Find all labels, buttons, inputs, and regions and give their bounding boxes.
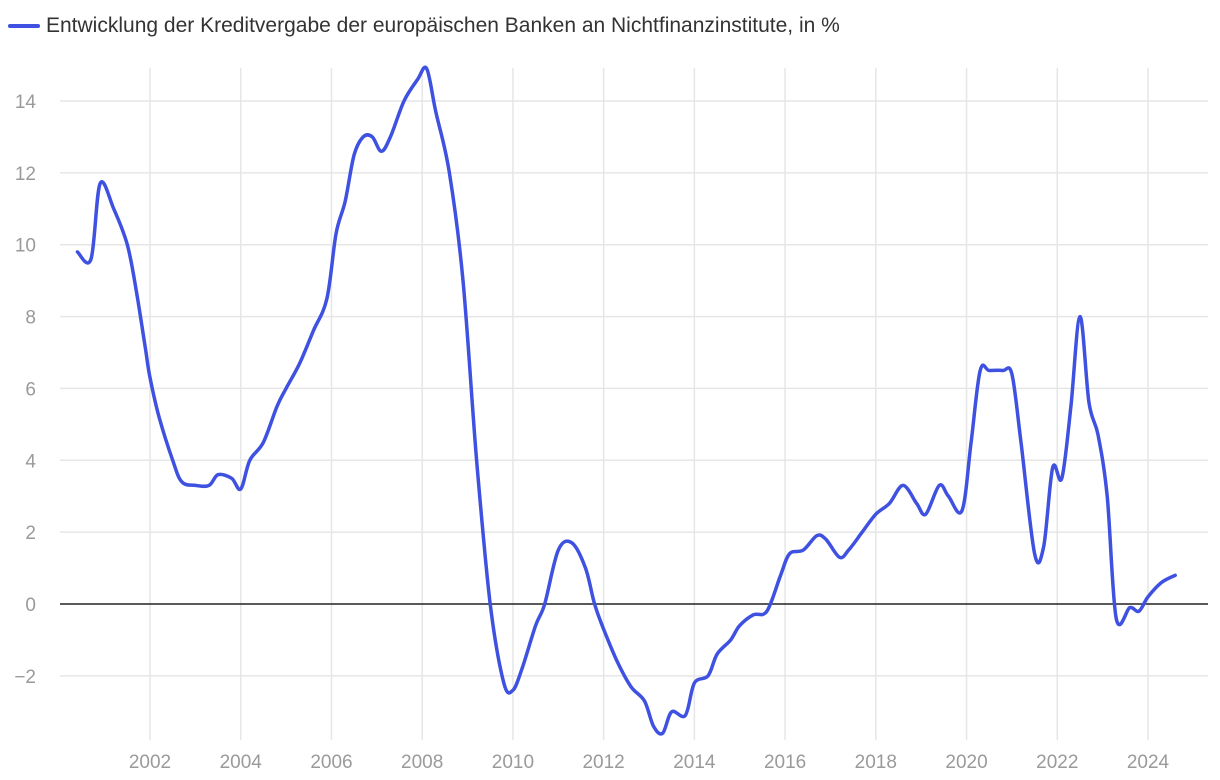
x-tick-label: 2004	[220, 752, 263, 773]
x-tick-label: 2010	[492, 752, 534, 773]
x-tick-label: 2016	[764, 752, 806, 773]
y-tick-label: 6	[25, 379, 36, 400]
x-tick-label: 2018	[855, 752, 897, 773]
horizontal-gridlines	[60, 100, 1208, 677]
y-axis-tick-labels: 14 12 10 8 6 4 2 0 −2	[14, 92, 36, 688]
y-tick-label: 4	[25, 451, 36, 472]
x-tick-label: 2012	[582, 752, 624, 773]
series-line	[75, 65, 1177, 736]
y-tick-label: 12	[15, 164, 36, 185]
x-tick-label: 2014	[673, 752, 716, 773]
x-tick-label: 2006	[310, 752, 352, 773]
y-tick-label: 14	[15, 92, 37, 113]
legend-label: Entwicklung der Kreditvergabe der europä…	[46, 14, 840, 37]
legend: Entwicklung der Kreditvergabe der europä…	[8, 14, 840, 38]
y-tick-label: 10	[15, 236, 36, 257]
vertical-gridlines	[149, 68, 1149, 740]
x-tick-label: 2020	[945, 752, 987, 773]
y-tick-label: 8	[25, 308, 36, 329]
y-tick-label: 0	[25, 595, 36, 616]
y-tick-label: 2	[25, 523, 36, 544]
x-tick-label: 2024	[1127, 752, 1170, 773]
y-tick-label: −2	[14, 667, 36, 688]
x-axis-tick-labels: 2002 2004 2006 2008 2010 2012 2014 2016 2018 2020…	[129, 752, 1170, 773]
x-tick-label: 2002	[129, 752, 171, 773]
x-tick-label: 2008	[401, 752, 443, 773]
x-tick-label: 2022	[1036, 752, 1078, 773]
legend-swatch	[8, 24, 40, 28]
